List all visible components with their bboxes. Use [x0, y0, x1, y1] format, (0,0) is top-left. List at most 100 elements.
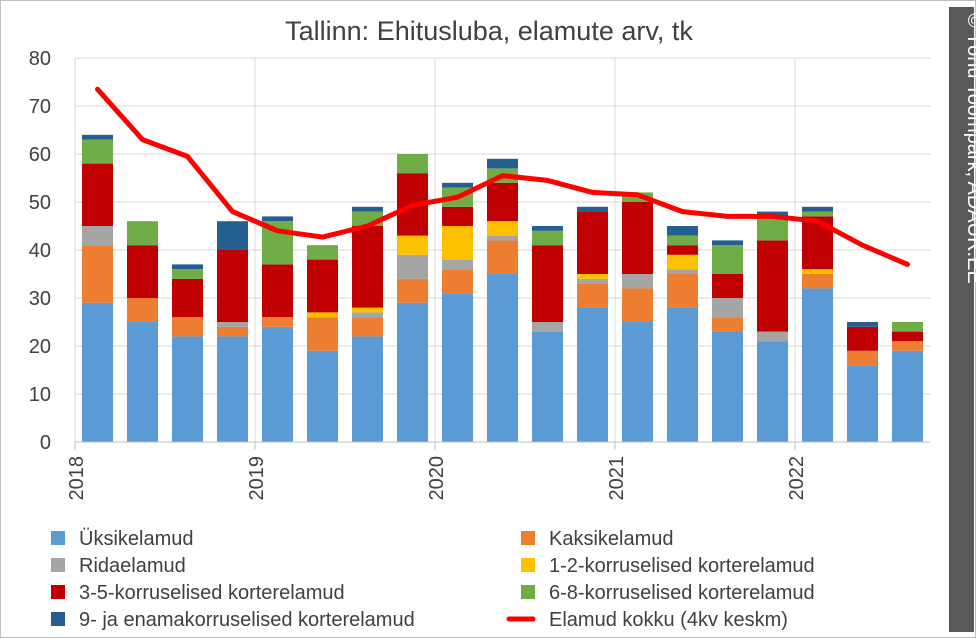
bar-segment	[172, 264, 203, 270]
legend-label: 9- ja enamakorruselised korterelamud	[79, 609, 415, 631]
bar-segment	[847, 365, 878, 442]
bar-segment	[802, 269, 833, 274]
bar-segment	[352, 226, 383, 308]
bar-segment	[352, 307, 383, 313]
bar-segment	[307, 245, 338, 260]
bar-segment	[802, 288, 833, 442]
bar-segment	[217, 326, 248, 337]
legend-swatch	[51, 585, 65, 599]
bar-segment	[397, 154, 428, 174]
bar-segment	[442, 226, 473, 260]
x-tick-label: 2022	[786, 456, 808, 501]
bar-segment	[622, 274, 653, 289]
bar-segment	[442, 269, 473, 294]
bar-segment	[127, 245, 158, 298]
bar-segment	[577, 206, 608, 212]
bar-segment	[667, 226, 698, 236]
bar-segment	[217, 221, 248, 250]
bar-segment	[667, 245, 698, 255]
bar-segment	[82, 139, 113, 164]
credit-badge: © Tõnu Toompark, ADAUR.EE	[949, 7, 976, 632]
bar-segment	[82, 245, 113, 303]
bar-segment	[442, 259, 473, 270]
bar-segment	[667, 307, 698, 442]
bar-segment	[532, 322, 563, 332]
x-tick-label: 2019	[246, 456, 268, 501]
bar-segment	[577, 283, 608, 308]
bar-segment	[892, 350, 923, 442]
y-tick-label: 40	[29, 240, 51, 262]
bar-segment	[442, 182, 473, 188]
bar-segment	[127, 298, 158, 322]
bar-segment	[667, 274, 698, 308]
bar-segment	[622, 202, 653, 274]
bar-segment	[667, 235, 698, 246]
bar-segment	[757, 240, 788, 332]
bar-segment	[307, 350, 338, 442]
bar-segment	[847, 322, 878, 327]
credit-text: © Tõnu Toompark, ADAUR.EE	[963, 13, 976, 284]
y-tick-label: 0	[40, 432, 51, 454]
bar-segment	[82, 163, 113, 226]
bar-segment	[217, 336, 248, 442]
legend-swatch	[51, 531, 65, 545]
bars	[82, 134, 923, 442]
bar-segment	[172, 317, 203, 337]
chart-title: Tallinn: Ehitusluba, elamute arv, tk	[285, 16, 693, 46]
legend-label: Üksikelamud	[79, 528, 193, 550]
bar-segment	[577, 274, 608, 279]
x-tick-label: 2020	[426, 456, 448, 501]
bar-segment	[172, 336, 203, 442]
legend-label: Kaksikelamud	[549, 528, 674, 550]
bar-segment	[712, 331, 743, 442]
legend-swatch	[51, 558, 65, 572]
bar-segment	[82, 134, 113, 140]
legend: Üksikelamud Kaksikelamud Ridaelamud 1-2-kor…	[51, 528, 815, 631]
bar-segment	[712, 274, 743, 298]
bar-segment	[487, 158, 518, 169]
bar-segment	[532, 226, 563, 231]
y-tick-label: 80	[29, 48, 51, 70]
bar-segment	[487, 274, 518, 442]
bar-segment	[82, 302, 113, 442]
bar-segment	[262, 326, 293, 442]
bar-segment	[172, 278, 203, 318]
bar-segment	[577, 278, 608, 284]
legend-swatch	[521, 558, 535, 572]
y-tick-label: 20	[29, 336, 51, 358]
legend-swatch	[521, 531, 535, 545]
bar-segment	[127, 221, 158, 246]
axes: 0 10 20 30 40 50 60 70 80 2018 2019 2020 2021 2022	[29, 48, 930, 501]
bar-segment	[487, 235, 518, 241]
bar-segment	[262, 216, 293, 222]
bar-segment	[622, 288, 653, 322]
y-tick-label: 70	[29, 96, 51, 118]
y-tick-label: 60	[29, 144, 51, 166]
bar-segment	[577, 211, 608, 274]
legend-label: 6-8-korruselised korterelamud	[549, 582, 815, 604]
bar-segment	[397, 254, 428, 279]
bar-segment	[397, 278, 428, 303]
legend-swatch	[521, 585, 535, 599]
bar-segment	[802, 274, 833, 289]
bar-segment	[397, 235, 428, 255]
bar-segment	[487, 240, 518, 274]
bar-segment	[307, 317, 338, 351]
bar-segment	[757, 341, 788, 442]
bar-segment	[892, 341, 923, 351]
bar-segment	[352, 206, 383, 212]
y-tick-label: 50	[29, 192, 51, 214]
bar-segment	[442, 206, 473, 226]
bar-segment	[82, 226, 113, 246]
bar-segment	[352, 317, 383, 337]
x-tick-label: 2021	[606, 456, 628, 501]
bar-segment	[487, 182, 518, 222]
legend-label: 1-2-korruselised korterelamud	[549, 555, 815, 577]
y-tick-label: 10	[29, 384, 51, 406]
bar-segment	[757, 216, 788, 241]
bar-segment	[217, 250, 248, 322]
bar-segment	[712, 240, 743, 246]
credit-background	[949, 7, 974, 632]
